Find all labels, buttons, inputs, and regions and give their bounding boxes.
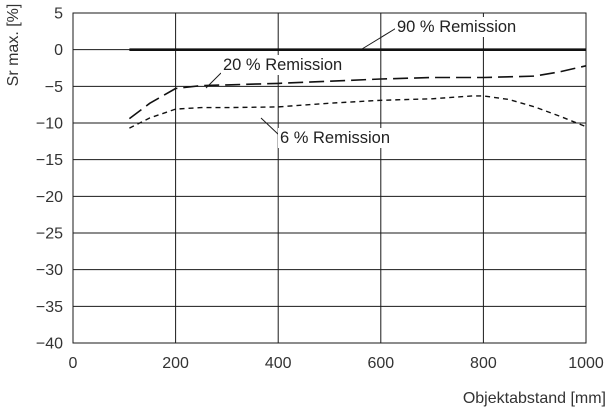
series-annotation-leader (361, 26, 399, 50)
series-line-3 (129, 95, 587, 129)
x-tick-label: 0 (69, 355, 78, 372)
series-group (128, 48, 587, 129)
grid (72, 12, 587, 344)
x-axis-title: Objektabstand [mm] (463, 390, 606, 407)
x-tick-label: 800 (470, 355, 497, 372)
tick-labels: 5 0 −5 −10 −15 −20 −25 −30 −35 −40 0 200 400 600 800 10… (36, 6, 604, 373)
series-annotation-background (278, 128, 394, 148)
y-tick-label: −30 (36, 262, 63, 279)
y-tick-label: 5 (54, 6, 63, 23)
series-annotation-background (395, 17, 519, 37)
x-tick-label: 400 (265, 355, 292, 372)
y-tick-label: −35 (36, 299, 63, 316)
series-annotation-leader (260, 117, 280, 136)
y-tick-label: −25 (36, 226, 63, 243)
annotations: 90 % Remission 20 % Remission 6 % Remissio… (205, 17, 519, 148)
y-axis-title: Sr max. [%] (5, 4, 22, 87)
y-tick-label: −10 (36, 116, 63, 133)
plot-frame (72, 12, 587, 344)
series-annotation-leader (205, 72, 222, 89)
series-annotation-background (221, 55, 345, 75)
x-tick-label: 1000 (568, 355, 604, 372)
x-tick-label: 600 (367, 355, 394, 372)
y-tick-label: −5 (45, 79, 63, 96)
y-tick-label: −15 (36, 152, 63, 169)
series-annotation-label: 6 % Remission (280, 129, 390, 147)
series-annotation-label: 20 % Remission (223, 56, 342, 74)
series-line-2 (128, 65, 587, 120)
y-tick-label: 0 (54, 42, 63, 59)
y-tick-label: −20 (36, 189, 63, 206)
x-tick-label: 200 (162, 355, 189, 372)
series-annotation-label: 90 % Remission (397, 18, 516, 36)
y-tick-label: −40 (36, 336, 63, 353)
